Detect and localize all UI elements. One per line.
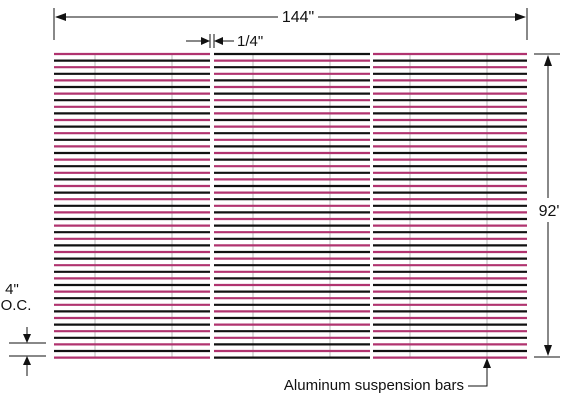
width-label: 144"	[282, 9, 314, 26]
height-label: 92'	[539, 203, 560, 220]
suspension-bar-callout: Aluminum suspension bars	[284, 358, 491, 394]
spacing-dimension: 4" O.C.	[1, 281, 46, 376]
spacing-label-oc: O.C.	[1, 297, 32, 314]
gap-label: 1/4"	[237, 33, 263, 50]
strip-rows	[54, 52, 527, 359]
height-dimension: 92'	[534, 53, 560, 358]
width-dimension: 144"	[53, 8, 528, 40]
suspension-bars-label: Aluminum suspension bars	[284, 377, 464, 394]
gap-dimension: 1/4"	[186, 33, 263, 50]
spacing-label-value: 4"	[5, 281, 19, 298]
